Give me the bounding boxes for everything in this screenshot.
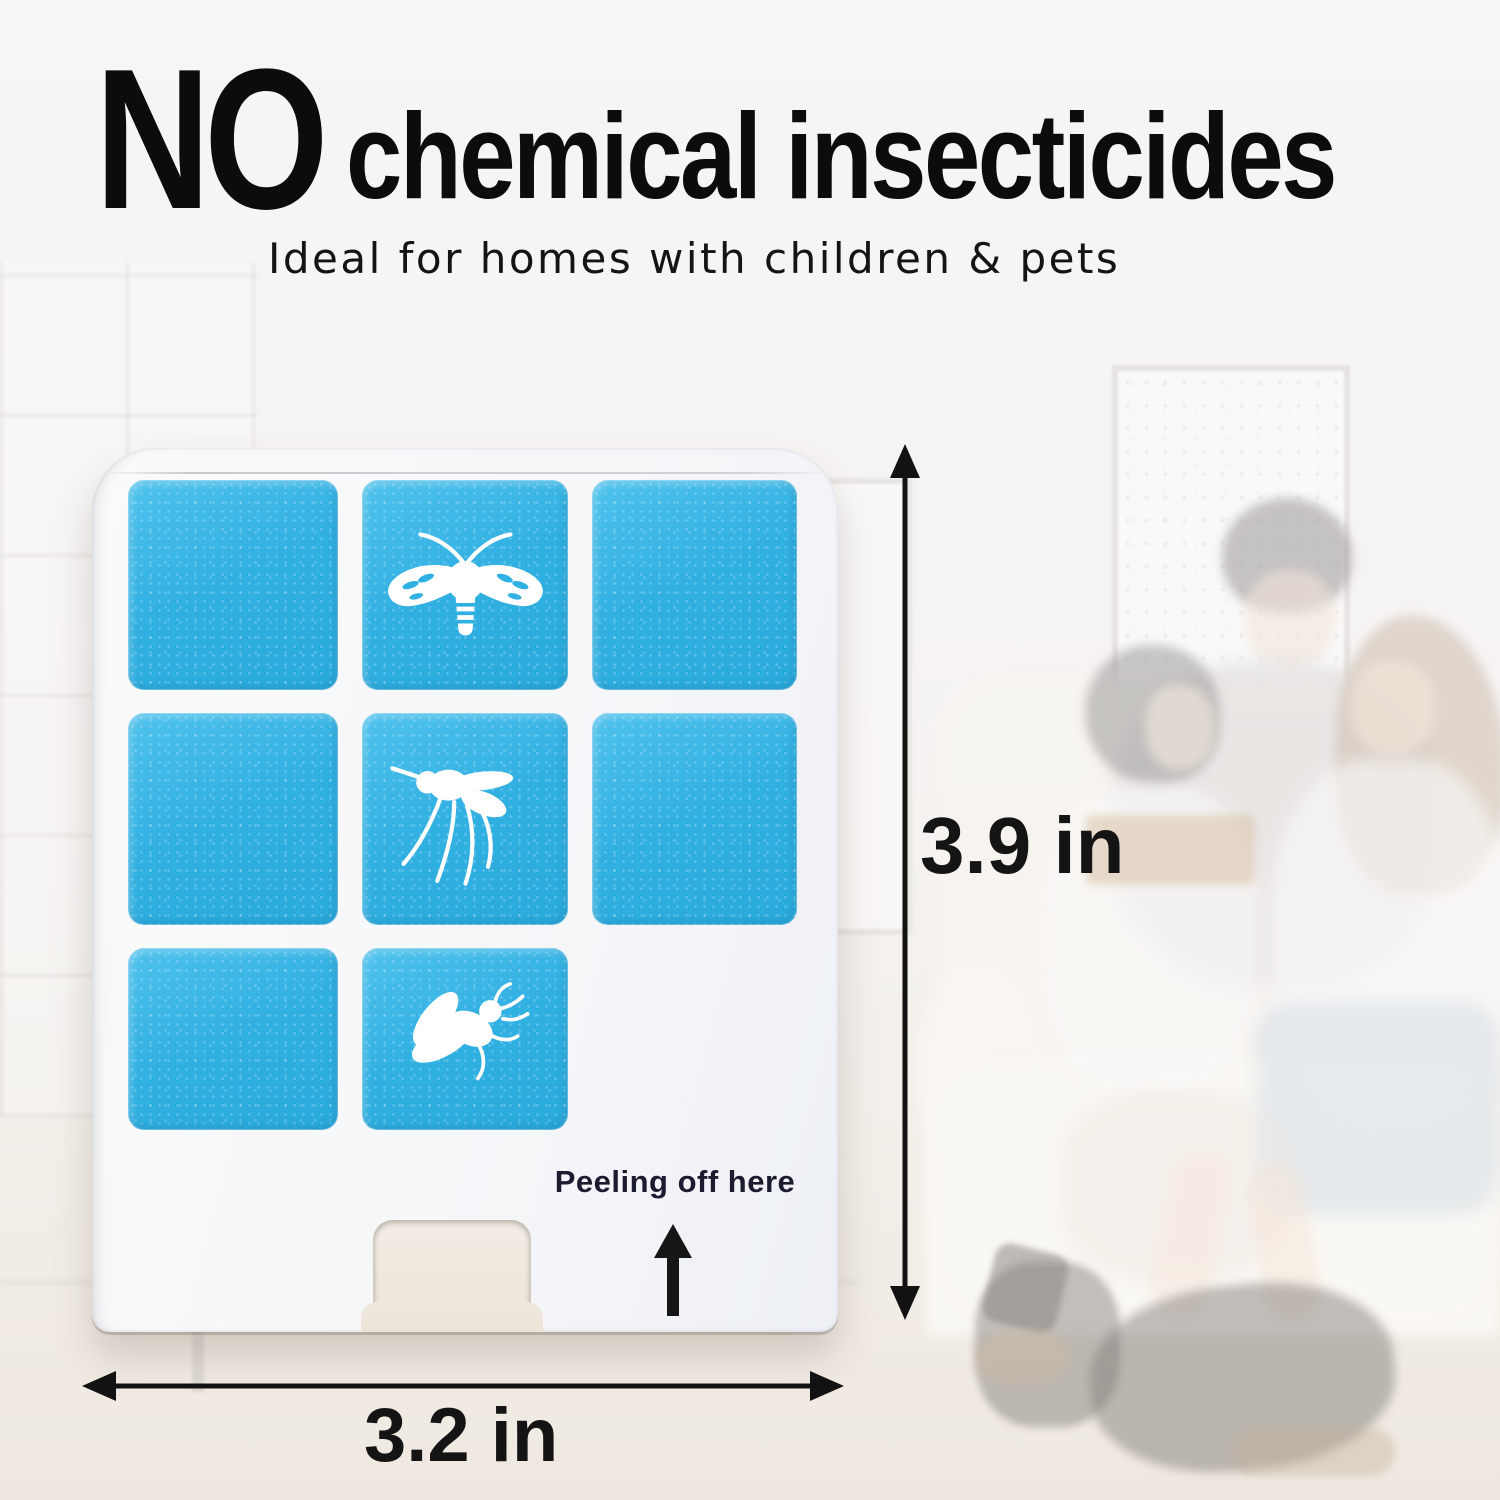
moth-icon — [387, 532, 543, 636]
width-dimension-arrow — [82, 1371, 844, 1401]
dog-muzzle — [975, 1330, 1070, 1385]
glue-pad-fly — [362, 948, 568, 1130]
fly-icon — [411, 982, 530, 1081]
glue-pad — [128, 713, 338, 925]
card-bottom-notch — [361, 1220, 543, 1332]
glue-pad-mosquito — [362, 713, 568, 925]
book — [1085, 815, 1255, 885]
glue-pad — [128, 948, 338, 1130]
girl-face — [1145, 685, 1215, 770]
dog-front-paws — [1230, 1428, 1395, 1476]
glue-pad-grid — [128, 480, 797, 1130]
headline-no: NO — [95, 28, 329, 251]
mosquito-icon — [389, 766, 513, 886]
glue-pad — [128, 480, 338, 690]
peel-up-arrow-icon — [654, 1224, 692, 1316]
peel-off-label: Peeling off here — [554, 1164, 796, 1199]
father-face — [1245, 570, 1335, 665]
insect-trap-refill-card: Peeling off here — [92, 448, 838, 1332]
mother-face — [1350, 660, 1435, 755]
height-dimension-label: 3.9 in — [920, 801, 1125, 890]
headline-rest: chemical insecticides — [346, 88, 1337, 224]
glue-pad — [592, 713, 797, 925]
glue-pad-moth — [362, 480, 568, 690]
width-dimension-label: 3.2 in — [364, 1393, 559, 1478]
height-dimension-arrow — [890, 444, 920, 1320]
subheadline: Ideal for homes with children & pets — [268, 234, 1121, 283]
glue-pad — [592, 480, 797, 690]
table-leg — [192, 1330, 204, 1392]
